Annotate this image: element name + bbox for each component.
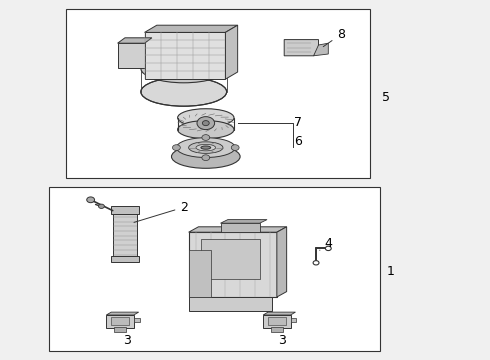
Circle shape (197, 117, 215, 130)
Bar (113, 214, 137, 261)
Bar (291, 318, 296, 322)
Ellipse shape (177, 109, 234, 127)
Bar (268, 317, 286, 325)
Polygon shape (106, 312, 139, 315)
Ellipse shape (141, 77, 226, 106)
Polygon shape (189, 250, 211, 297)
Ellipse shape (196, 144, 216, 151)
Ellipse shape (189, 142, 223, 153)
Polygon shape (220, 223, 260, 232)
Bar (134, 318, 140, 322)
Polygon shape (118, 43, 145, 68)
Ellipse shape (172, 145, 240, 168)
Polygon shape (189, 227, 287, 232)
Polygon shape (277, 227, 287, 297)
Circle shape (172, 145, 180, 150)
Ellipse shape (141, 54, 226, 83)
Polygon shape (284, 40, 318, 56)
Polygon shape (263, 312, 295, 315)
Polygon shape (201, 239, 260, 279)
Circle shape (325, 246, 331, 251)
Circle shape (202, 135, 210, 140)
Circle shape (202, 155, 210, 161)
Text: 8: 8 (323, 28, 345, 47)
Bar (271, 327, 283, 332)
Circle shape (313, 261, 319, 265)
Polygon shape (145, 32, 225, 79)
Bar (114, 327, 126, 332)
Bar (66, 9, 370, 178)
Polygon shape (263, 315, 291, 328)
Ellipse shape (177, 121, 234, 139)
Polygon shape (220, 220, 267, 223)
Circle shape (98, 204, 104, 208)
Text: 3: 3 (278, 334, 286, 347)
Circle shape (87, 197, 95, 203)
Circle shape (231, 145, 239, 150)
Polygon shape (314, 43, 328, 56)
Text: 4: 4 (319, 237, 333, 250)
Text: 2: 2 (134, 201, 188, 222)
Ellipse shape (176, 138, 235, 158)
Polygon shape (189, 232, 277, 297)
Text: 5: 5 (382, 91, 390, 104)
Polygon shape (225, 25, 238, 79)
Text: 7: 7 (294, 116, 302, 129)
Text: 1: 1 (387, 265, 395, 278)
Text: 6: 6 (294, 135, 302, 148)
Circle shape (202, 121, 209, 126)
Ellipse shape (201, 146, 211, 149)
Polygon shape (189, 297, 272, 311)
Bar (111, 206, 139, 214)
Polygon shape (118, 38, 152, 43)
Bar (49, 187, 380, 351)
Text: 3: 3 (123, 334, 131, 347)
Bar (111, 317, 129, 325)
Bar (111, 256, 139, 262)
Polygon shape (145, 25, 238, 32)
Polygon shape (106, 315, 134, 328)
